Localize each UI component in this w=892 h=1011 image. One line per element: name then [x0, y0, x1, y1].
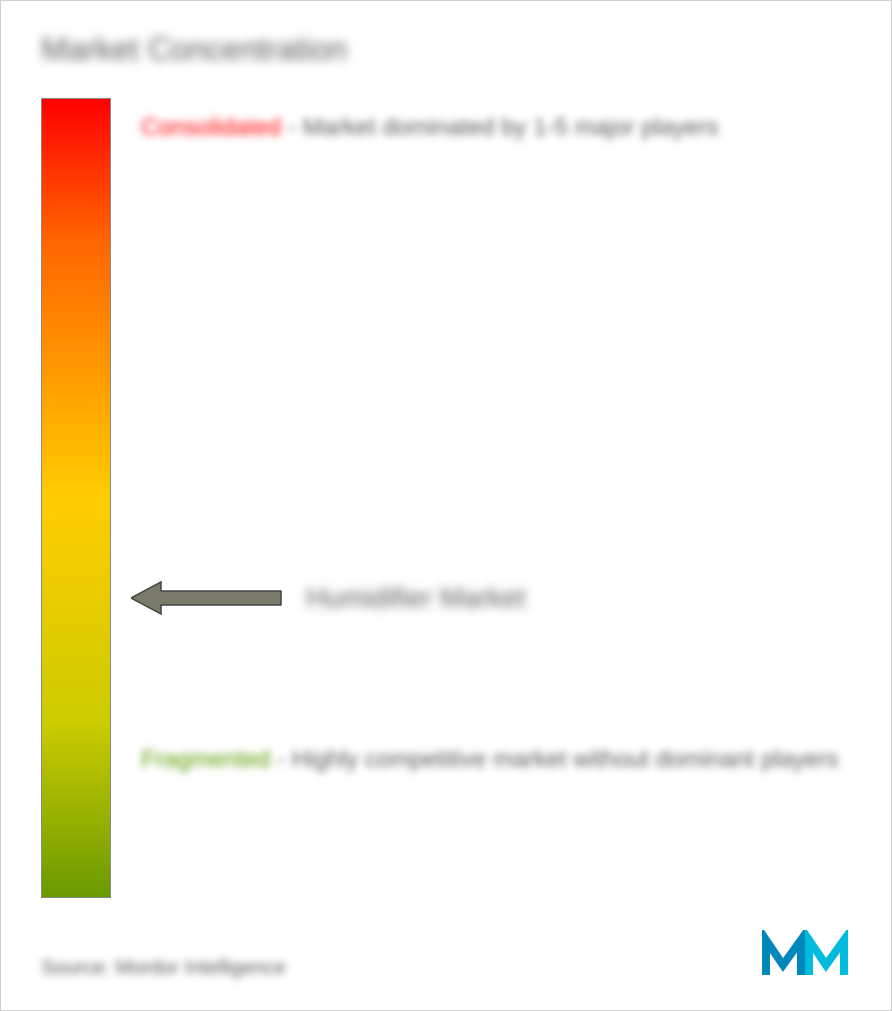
- infographic-container: Market Concentration Consolidated - Mark…: [0, 0, 892, 1011]
- main-content: Consolidated - Market dominated by 1-5 m…: [41, 98, 851, 928]
- marker-label: Humidifier Market: [306, 582, 525, 614]
- consolidated-rest: - Market dominated by 1-5 major players: [281, 114, 719, 141]
- page-title: Market Concentration: [41, 31, 851, 68]
- fragmented-description: Fragmented - Highly competitive market w…: [141, 738, 841, 781]
- brand-logo-icon: [761, 930, 851, 980]
- consolidated-highlight: Consolidated: [141, 114, 281, 141]
- marker-section: Humidifier Market: [131, 578, 525, 618]
- source-text: Source: Mordor Intelligence: [41, 957, 286, 980]
- concentration-gradient-bar: [41, 98, 111, 898]
- text-area: Consolidated - Market dominated by 1-5 m…: [131, 98, 851, 928]
- footer: Source: Mordor Intelligence: [41, 930, 851, 980]
- marker-arrow-icon: [131, 578, 286, 618]
- fragmented-highlight: Fragmented: [141, 746, 270, 773]
- consolidated-description: Consolidated - Market dominated by 1-5 m…: [141, 106, 841, 149]
- fragmented-rest: - Highly competitive market without domi…: [270, 746, 838, 773]
